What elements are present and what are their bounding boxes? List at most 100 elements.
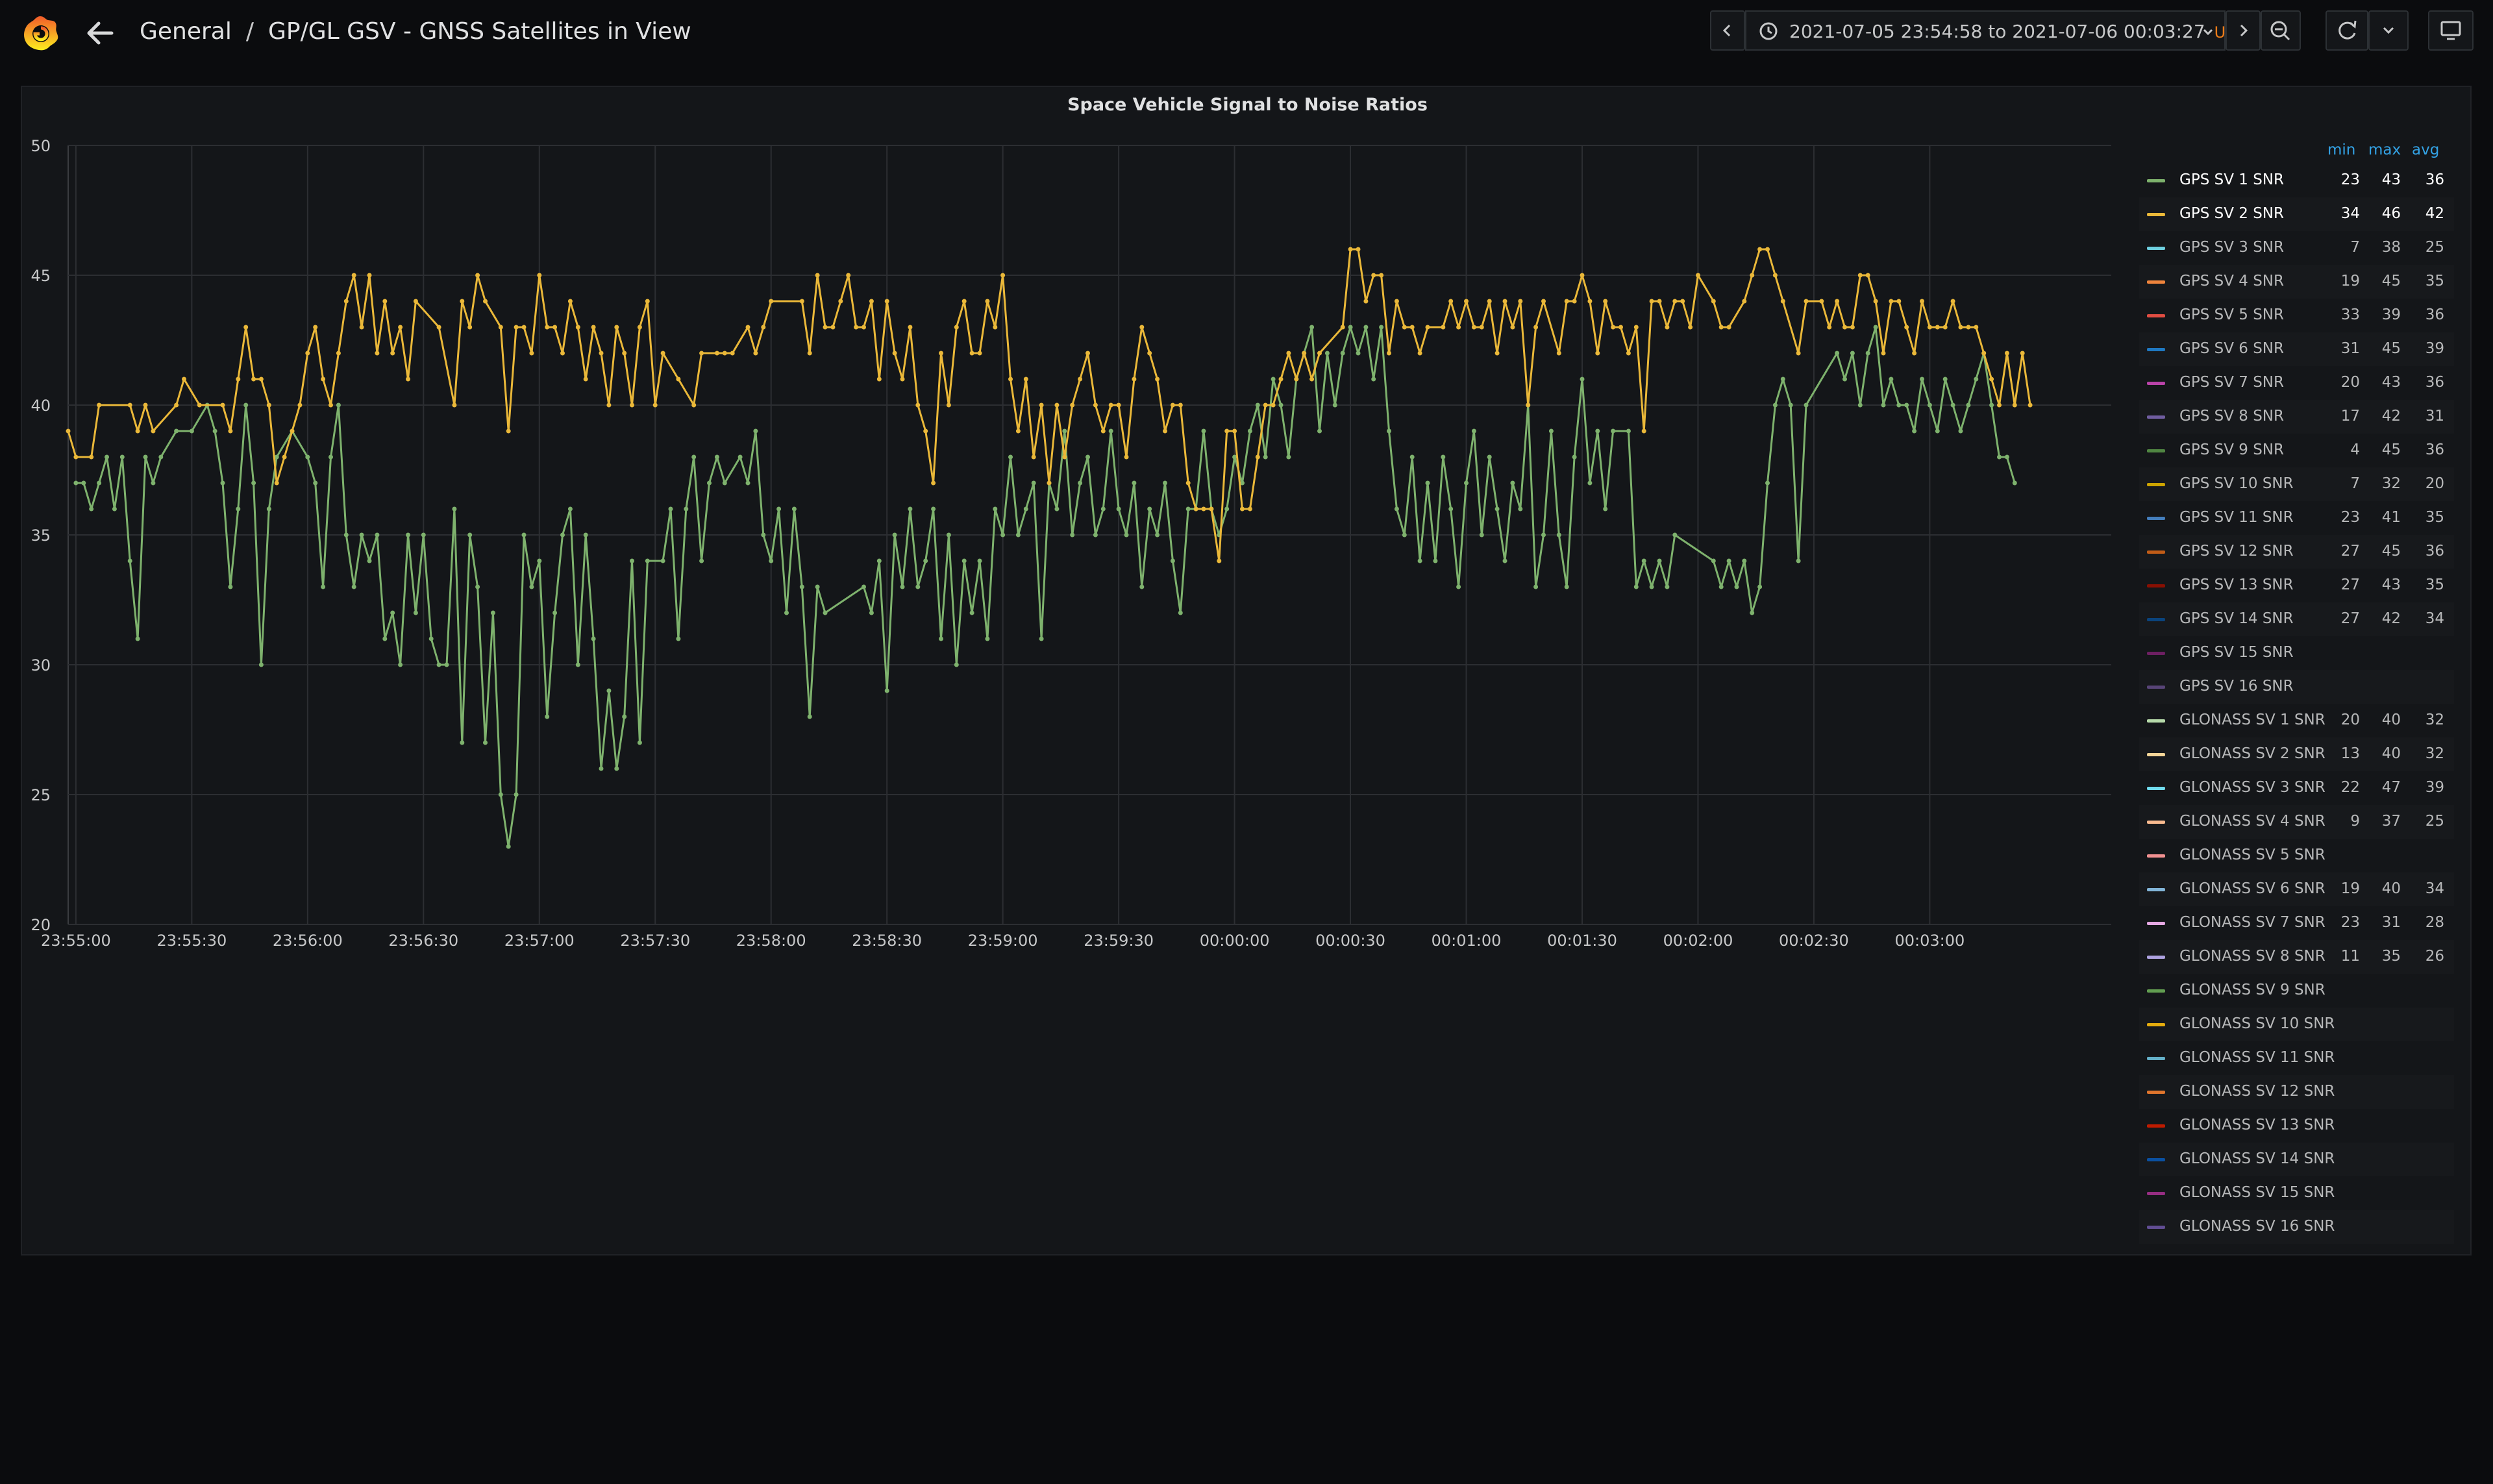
data-point[interactable]: [2028, 402, 2033, 408]
data-point[interactable]: [606, 688, 612, 693]
data-point[interactable]: [1332, 402, 1337, 408]
data-point[interactable]: [73, 480, 79, 486]
data-point[interactable]: [560, 351, 565, 356]
legend-swatch[interactable]: [2147, 821, 2165, 824]
data-point[interactable]: [1518, 506, 1523, 512]
data-point[interactable]: [220, 480, 225, 486]
legend-item[interactable]: GLONASS SV 1 SNR 20 40 32: [2139, 704, 2454, 737]
data-point[interactable]: [1409, 454, 1415, 460]
data-point[interactable]: [1402, 532, 1407, 538]
dashboard-title[interactable]: GP/GL GSV - GNSS Satellites in View: [268, 18, 691, 45]
data-point[interactable]: [1974, 377, 1979, 382]
data-point[interactable]: [1935, 325, 1940, 330]
legend-label[interactable]: GPS SV 15 SNR: [2179, 644, 2294, 661]
legend-swatch[interactable]: [2147, 922, 2165, 925]
legend-label[interactable]: GPS SV 5 SNR: [2179, 306, 2284, 323]
data-point[interactable]: [1324, 351, 1330, 356]
data-point[interactable]: [1572, 299, 1577, 304]
legend-swatch[interactable]: [2147, 179, 2165, 182]
data-point[interactable]: [1163, 428, 1167, 434]
legend-item[interactable]: GPS SV 13 SNR 27 43 35: [2139, 569, 2454, 602]
data-point[interactable]: [1495, 351, 1500, 356]
data-point[interactable]: [1232, 428, 1237, 434]
legend-swatch[interactable]: [2147, 449, 2165, 452]
data-point[interactable]: [251, 377, 256, 382]
legend-item[interactable]: GLONASS SV 6 SNR 19 40 34: [2139, 872, 2454, 906]
legend-label[interactable]: GPS SV 13 SNR: [2179, 576, 2294, 593]
legend-item[interactable]: GPS SV 14 SNR 27 42 34: [2139, 602, 2454, 636]
legend-item[interactable]: GLONASS SV 15 SNR: [2139, 1176, 2454, 1210]
data-point[interactable]: [1487, 299, 1492, 304]
data-point[interactable]: [1286, 351, 1291, 356]
data-point[interactable]: [1000, 532, 1006, 538]
data-point[interactable]: [243, 402, 249, 408]
legend-swatch[interactable]: [2147, 382, 2165, 385]
data-point[interactable]: [1564, 584, 1569, 589]
data-point[interactable]: [475, 273, 480, 278]
legend-swatch[interactable]: [2147, 517, 2165, 520]
data-point[interactable]: [1456, 325, 1461, 330]
data-point[interactable]: [1185, 506, 1191, 512]
data-point[interactable]: [1100, 428, 1106, 434]
data-point[interactable]: [1464, 480, 1469, 486]
data-point[interactable]: [1595, 351, 1600, 356]
data-point[interactable]: [1688, 325, 1693, 330]
data-point[interactable]: [174, 428, 179, 434]
data-point[interactable]: [761, 325, 766, 330]
data-point[interactable]: [776, 506, 782, 512]
data-point[interactable]: [815, 584, 820, 589]
legend-swatch[interactable]: [2147, 584, 2165, 587]
data-point[interactable]: [1240, 506, 1245, 512]
data-point[interactable]: [1680, 299, 1685, 304]
snr-line-chart[interactable]: 20 25 30 35 40 45 50 23:55:00 23:55:30 23:56:00 23…: [0, 0, 2142, 974]
data-point[interactable]: [1765, 480, 1770, 486]
data-point[interactable]: [2020, 351, 2025, 356]
data-point[interactable]: [923, 558, 928, 563]
legend-label[interactable]: GLONASS SV 3 SNR: [2179, 779, 2326, 796]
legend-label[interactable]: GLONASS SV 10 SNR: [2179, 1015, 2335, 1032]
data-point[interactable]: [1657, 558, 1662, 563]
data-point[interactable]: [1394, 506, 1399, 512]
data-point[interactable]: [1294, 377, 1299, 382]
data-point[interactable]: [846, 273, 851, 278]
data-point[interactable]: [143, 454, 148, 460]
data-point[interactable]: [606, 402, 612, 408]
data-point[interactable]: [1772, 402, 1778, 408]
data-point[interactable]: [475, 584, 480, 589]
data-point[interactable]: [1085, 351, 1090, 356]
data-point[interactable]: [1881, 351, 1886, 356]
data-point[interactable]: [1124, 454, 1129, 460]
data-point[interactable]: [313, 325, 318, 330]
legend-item[interactable]: GPS SV 5 SNR 33 39 36: [2139, 299, 2454, 332]
legend-label[interactable]: GPS SV 8 SNR: [2179, 408, 2284, 425]
data-point[interactable]: [637, 325, 642, 330]
data-point[interactable]: [1054, 506, 1060, 512]
data-point[interactable]: [1510, 480, 1515, 486]
data-point[interactable]: [1193, 506, 1198, 512]
data-point[interactable]: [1031, 454, 1036, 460]
data-point[interactable]: [961, 558, 967, 563]
data-point[interactable]: [1819, 299, 1824, 304]
data-point[interactable]: [151, 480, 156, 486]
data-point[interactable]: [1881, 402, 1886, 408]
data-point[interactable]: [1302, 351, 1307, 356]
data-point[interactable]: [243, 325, 249, 330]
data-point[interactable]: [452, 402, 457, 408]
data-point[interactable]: [1904, 325, 1909, 330]
legend-swatch[interactable]: [2147, 213, 2165, 216]
data-point[interactable]: [436, 325, 441, 330]
data-point[interactable]: [838, 299, 843, 304]
data-point[interactable]: [1857, 402, 1863, 408]
data-point[interactable]: [514, 792, 519, 797]
data-point[interactable]: [151, 428, 156, 434]
data-point[interactable]: [722, 480, 727, 486]
legend-swatch[interactable]: [2147, 1023, 2165, 1026]
data-point[interactable]: [1641, 558, 1646, 563]
data-point[interactable]: [529, 351, 534, 356]
legend-swatch[interactable]: [2147, 247, 2165, 250]
data-point[interactable]: [382, 299, 388, 304]
data-point[interactable]: [537, 558, 542, 563]
data-point[interactable]: [1804, 299, 1809, 304]
legend-item[interactable]: GLONASS SV 3 SNR 22 47 39: [2139, 771, 2454, 805]
data-point[interactable]: [714, 351, 719, 356]
